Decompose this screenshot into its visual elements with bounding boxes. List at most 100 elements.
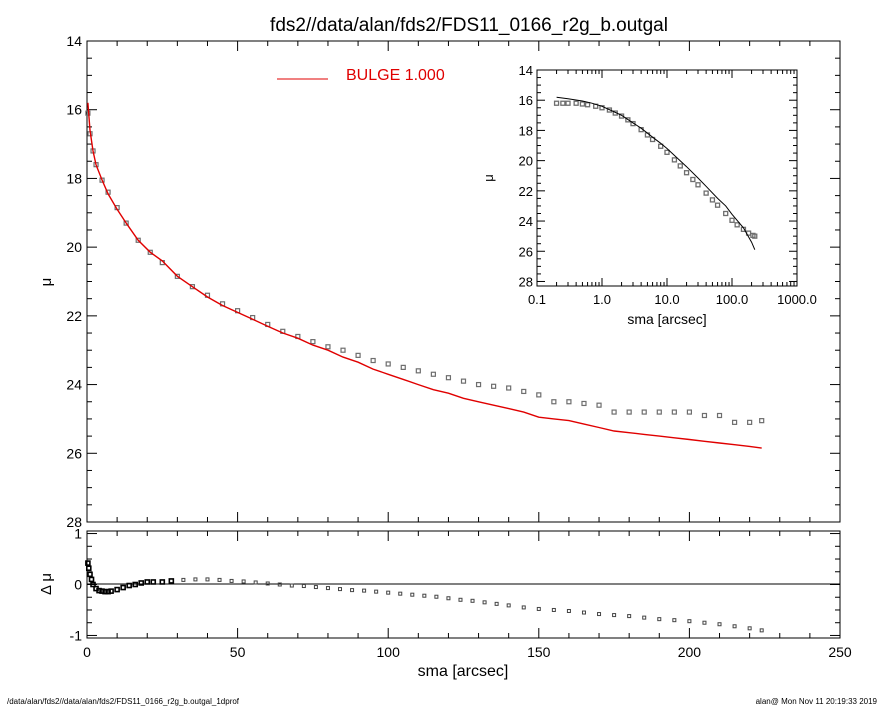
residual-data-point	[241, 579, 246, 584]
residual-data-point	[566, 608, 571, 613]
main-data-point	[310, 339, 316, 345]
x-tick-label: 150	[527, 644, 551, 660]
inset-y-tick-label: 20	[519, 154, 533, 169]
main-data-point	[147, 249, 153, 255]
residual-data-point	[551, 607, 556, 612]
x-tick-label: 100	[377, 644, 401, 660]
inset-y-tick-label: 24	[519, 214, 533, 229]
residual-data-point	[301, 584, 306, 589]
bulge-model-line	[87, 102, 762, 449]
residual-data-point	[126, 582, 132, 589]
main-data-point	[189, 284, 196, 290]
inset-data-point	[671, 157, 678, 163]
main-data-point	[506, 385, 512, 391]
main-y-axis-label: μ	[38, 278, 55, 287]
inset-data-point	[690, 176, 696, 183]
main-data-point	[551, 399, 557, 405]
residual-y-tick-label: 0	[74, 577, 82, 593]
main-data-point	[400, 364, 406, 370]
residual-data-point	[265, 581, 270, 586]
inset-data-point	[714, 202, 721, 208]
inset-data-point	[703, 190, 709, 196]
residual-data-point	[229, 578, 234, 583]
inset-x-tick-label: 1000.0	[777, 292, 817, 307]
main-data-point	[747, 419, 753, 425]
residual-data-point	[612, 613, 617, 618]
residual-data-point	[702, 620, 707, 625]
residual-data-point	[657, 617, 662, 622]
residual-data-point	[687, 619, 692, 624]
residual-data-point	[747, 626, 752, 631]
residual-data-point	[627, 614, 632, 619]
main-y-tick-label: 20	[66, 239, 82, 255]
residual-y-tick-label: -1	[70, 627, 83, 643]
inset-data-point	[683, 170, 690, 176]
residual-data-point	[350, 588, 355, 593]
residual-axis-ticks: 10-10 50 100 150 200 250	[70, 526, 852, 660]
residual-data-point	[506, 603, 511, 608]
residual-data-point	[138, 580, 145, 586]
main-data-point	[611, 409, 617, 415]
inset-data-point	[729, 217, 735, 223]
main-data-point	[385, 361, 391, 367]
inset-data-point	[664, 149, 670, 155]
inset-x-tick-label: 1.0	[593, 292, 611, 307]
chart-title: fds2//data/alan/fds2/FDS11_0166_r2g_b.ou…	[270, 15, 668, 36]
inset-y-tick-label: 22	[519, 184, 533, 199]
inset-data-point	[709, 197, 716, 203]
main-data-point	[566, 399, 572, 405]
main-y-tick-label: 26	[66, 445, 82, 461]
residual-data-point	[446, 596, 451, 601]
inset-data-layer	[553, 96, 758, 250]
inset-y-axis-label: μ	[481, 174, 496, 182]
residual-data-point	[325, 586, 330, 591]
inset-model-line	[556, 96, 756, 250]
x-tick-label: 250	[828, 644, 852, 660]
residual-data-point	[114, 586, 120, 593]
residual-data-point	[90, 581, 96, 588]
main-data-layer	[85, 102, 765, 449]
main-data-point	[716, 412, 723, 419]
residual-data-point	[205, 577, 210, 582]
residual-data-point	[386, 590, 391, 595]
residual-data-point	[87, 571, 93, 578]
residual-data-point	[458, 597, 463, 602]
main-y-tick-label: 28	[66, 514, 82, 530]
residual-data-point	[313, 585, 318, 590]
x-axis-label: sma [arcsec]	[418, 663, 509, 680]
residual-y-tick-label: 1	[74, 526, 82, 542]
residual-data-point	[672, 618, 677, 623]
main-data-point	[656, 409, 662, 415]
residual-data-point	[410, 592, 415, 597]
residual-data-point	[597, 612, 602, 617]
main-data-point	[671, 409, 677, 415]
main-data-point	[626, 409, 632, 415]
inset-data-point	[625, 117, 631, 123]
main-data-point	[491, 383, 497, 389]
inset-data-point	[734, 222, 740, 228]
residual-y-axis-label: Δ μ	[38, 573, 55, 595]
residual-data-point	[193, 577, 198, 582]
residual-data-point	[253, 580, 258, 585]
inset-y-tick-label: 18	[519, 123, 533, 138]
main-profile-panel: 14 16 18 20 22 24 26 28 μ BULGE 1.000	[38, 33, 841, 530]
residual-data-point	[85, 560, 91, 566]
residual-data-point	[102, 588, 108, 595]
main-data-point	[325, 344, 331, 350]
legend-label: BULGE 1.000	[346, 67, 445, 84]
inset-x-tick-label: 10.0	[654, 292, 679, 307]
inset-x-tick-label: 0.1	[528, 292, 546, 307]
residual-data-point	[759, 628, 764, 633]
main-data-point	[370, 357, 376, 364]
x-tick-label: 200	[678, 644, 702, 660]
main-data-point	[445, 375, 452, 381]
x-tick-label: 50	[230, 644, 246, 660]
residual-data-point	[132, 581, 138, 588]
residual-data-point	[482, 600, 487, 605]
inset-data-point	[599, 105, 605, 111]
residual-data-point	[362, 588, 367, 593]
residual-data-point	[642, 615, 647, 620]
main-data-point	[340, 347, 346, 353]
main-data-point	[536, 392, 542, 398]
